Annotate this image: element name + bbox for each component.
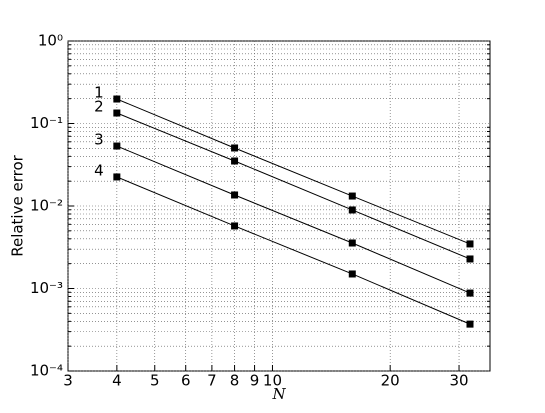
x-tick-label: 4	[112, 372, 122, 390]
y-tick-label: 10⁻¹	[30, 114, 63, 132]
marker	[113, 173, 121, 181]
marker	[113, 109, 121, 117]
marker	[231, 157, 239, 165]
series-label: 3	[94, 131, 104, 149]
x-tick-label: 5	[150, 372, 160, 390]
x-tick-label: 6	[181, 372, 191, 390]
x-tick-label: 9	[250, 372, 260, 390]
series-line	[116, 145, 471, 294]
y-tick-label: 10⁰	[38, 32, 63, 50]
x-tick-label: 3	[63, 372, 73, 390]
marker	[231, 222, 239, 230]
series-label: 2	[94, 98, 104, 116]
marker	[348, 270, 356, 278]
series-label: 1	[94, 84, 104, 102]
y-tick-label: 10⁻³	[30, 279, 63, 297]
marker	[231, 191, 239, 199]
series-line	[116, 176, 471, 325]
y-axis-label: Relative error	[9, 154, 27, 256]
marker	[348, 239, 356, 247]
marker	[231, 144, 239, 152]
series-label: 4	[94, 161, 104, 179]
x-tick-label: 8	[230, 372, 240, 390]
marker	[466, 289, 474, 297]
series-line	[116, 112, 471, 260]
marker	[348, 206, 356, 214]
x-tick-label: 10	[263, 372, 282, 390]
marker	[113, 142, 121, 150]
marker	[466, 255, 474, 263]
marker	[466, 240, 474, 248]
series-line	[116, 98, 471, 245]
y-tick-label: 10⁻²	[30, 197, 63, 215]
marker	[348, 192, 356, 200]
y-tick-label: 10⁻⁴	[30, 362, 63, 380]
marker	[113, 95, 121, 103]
x-tick-label: 7	[207, 372, 217, 390]
marker	[466, 320, 474, 328]
x-tick-label: 20	[381, 372, 400, 390]
x-tick-label: 30	[449, 372, 468, 390]
x-axis-label: N	[271, 385, 286, 403]
